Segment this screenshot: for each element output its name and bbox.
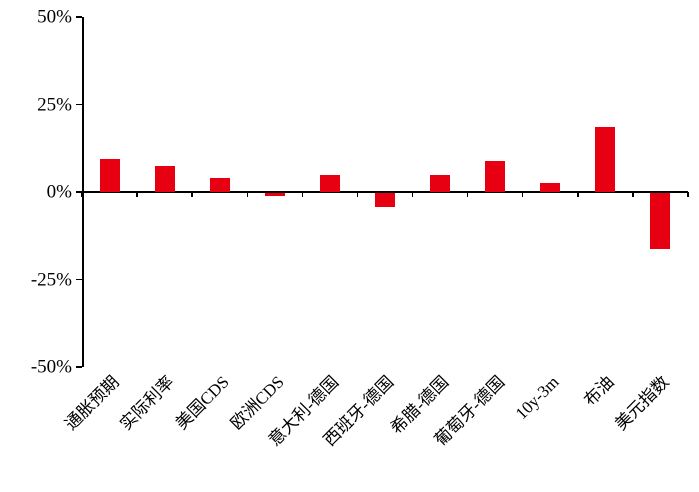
x-axis-tick-mark [246,192,249,197]
bar-10 [650,192,671,249]
bar-0 [99,158,120,192]
y-axis-tick-mark [76,278,82,281]
x-axis-tick-mark [466,192,469,197]
bar-4 [319,174,340,192]
bar-7 [485,160,506,192]
x-axis-tick-mark [687,192,689,197]
bar-2 [209,178,230,192]
x-axis-tick-mark [136,192,138,197]
bar-8 [540,183,561,192]
y-axis-tick-label: 0% [46,181,72,203]
x-axis-tick-mark [521,192,524,197]
x-axis-label: 美元指数 [611,372,674,434]
y-axis-tick-label: 50% [37,6,72,28]
bar-3 [264,192,285,197]
bar-5 [375,192,395,207]
y-axis-tick-label: 25% [37,94,72,115]
x-axis-label: 实际利率 [115,372,178,434]
y-axis-tick-mark [76,191,82,193]
x-axis-tick-mark [411,192,414,197]
x-axis-label: 美国CDS [171,372,233,434]
x-axis-line [82,191,688,193]
x-axis-tick-mark [191,192,193,197]
y-axis-tick-mark [76,16,82,18]
x-axis-labels: 通胀预期 实际利率 美国CDS 欧洲CDS 意大利-德国 西班牙-德国 希腊-德国 葡萄牙-德… [61,372,688,492]
x-axis-tick-mark [301,192,304,197]
y-axis-tick-label: -25% [30,269,72,290]
x-axis-label: 布油 [580,372,619,410]
y-axis-tick-label: -50% [30,356,72,378]
bar-6 [430,174,451,192]
plot-area [76,16,689,368]
x-axis-label: 通胀预期 [60,372,123,434]
bar-9 [595,127,616,192]
y-axis-tick-mark [76,103,82,106]
bar-1 [154,165,175,192]
x-axis-tick-mark [577,192,579,197]
y-axis-tick-mark [76,366,82,368]
x-axis-tick-mark [81,192,83,197]
x-axis-tick-mark [632,192,634,197]
x-axis-label: 10y-3m [512,372,564,424]
x-axis-tick-mark [356,192,359,197]
